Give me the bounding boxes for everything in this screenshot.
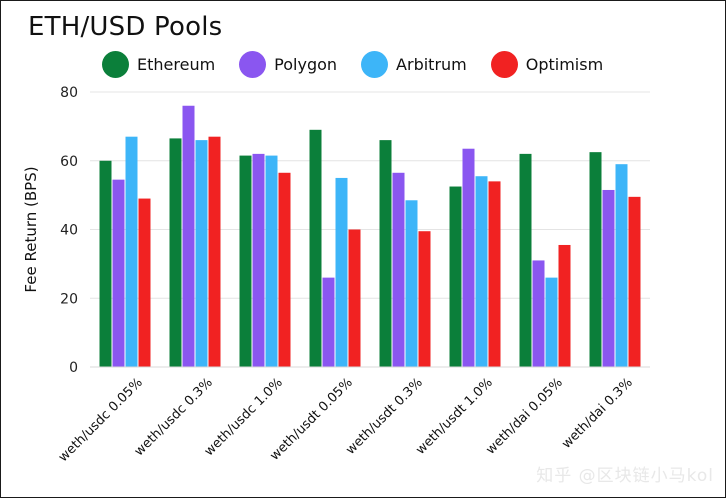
legend-label: Arbitrum: [396, 55, 467, 74]
bar: [208, 136, 221, 367]
bar: [239, 155, 252, 367]
legend-label: Polygon: [274, 55, 338, 74]
legend-swatch: [490, 51, 518, 78]
bar: [449, 186, 462, 367]
bar: [602, 189, 615, 367]
chart-legend: Ethereum Polygon Arbitrum Optimism: [102, 51, 627, 78]
bar: [278, 172, 291, 367]
bar: [182, 105, 195, 367]
bar: [195, 140, 208, 367]
legend-swatch: [239, 51, 267, 78]
bar: [589, 152, 602, 367]
x-tick-label: weth/usdt 0.3%: [343, 375, 426, 458]
bar: [532, 260, 545, 367]
bar: [405, 200, 418, 367]
chart-title: ETH/USD Pools: [28, 12, 223, 42]
bar: [335, 177, 348, 367]
legend-item: Polygon: [239, 51, 337, 78]
bar: [309, 129, 322, 367]
bar: [615, 164, 628, 367]
bar: [418, 231, 431, 367]
legend-item: Arbitrum: [361, 51, 467, 78]
bar: [125, 136, 138, 367]
watermark: 知乎 @区块链小马kol: [536, 466, 714, 486]
y-axis-label: Fee Return (BPS): [22, 166, 40, 292]
bar: [462, 148, 475, 367]
bar: [252, 153, 265, 367]
legend-swatch: [361, 51, 389, 78]
bar: [99, 160, 112, 367]
bar: [488, 181, 501, 367]
bar: [475, 176, 488, 367]
y-tick-label: 60: [60, 154, 78, 170]
x-tick-label: weth/dai 0.05%: [483, 375, 565, 457]
y-tick-label: 20: [60, 291, 78, 307]
bar: [628, 196, 641, 367]
y-tick-label: 40: [60, 223, 78, 239]
bar: [322, 277, 335, 367]
bar: [558, 244, 571, 367]
legend-label: Optimism: [525, 55, 604, 74]
bar: [138, 198, 151, 367]
legend-label: Ethereum: [137, 55, 216, 74]
bar: [519, 153, 532, 367]
bar: [265, 155, 278, 367]
y-tick-label: 80: [60, 85, 78, 101]
legend-item: Optimism: [490, 51, 604, 78]
bar: [392, 172, 405, 367]
x-tick-label: weth/usdc 0.05%: [56, 375, 146, 465]
y-tick-label: 0: [69, 360, 78, 376]
legend-item: Ethereum: [102, 51, 215, 78]
bar: [545, 277, 558, 367]
x-tick-label: weth/dai 0.3%: [559, 375, 636, 452]
bar: [112, 179, 125, 367]
bar: [348, 229, 361, 367]
x-tick-label: weth/usdt 1.0%: [413, 375, 496, 458]
legend-swatch: [102, 51, 129, 78]
bar: [169, 138, 182, 367]
bar: [379, 140, 392, 367]
